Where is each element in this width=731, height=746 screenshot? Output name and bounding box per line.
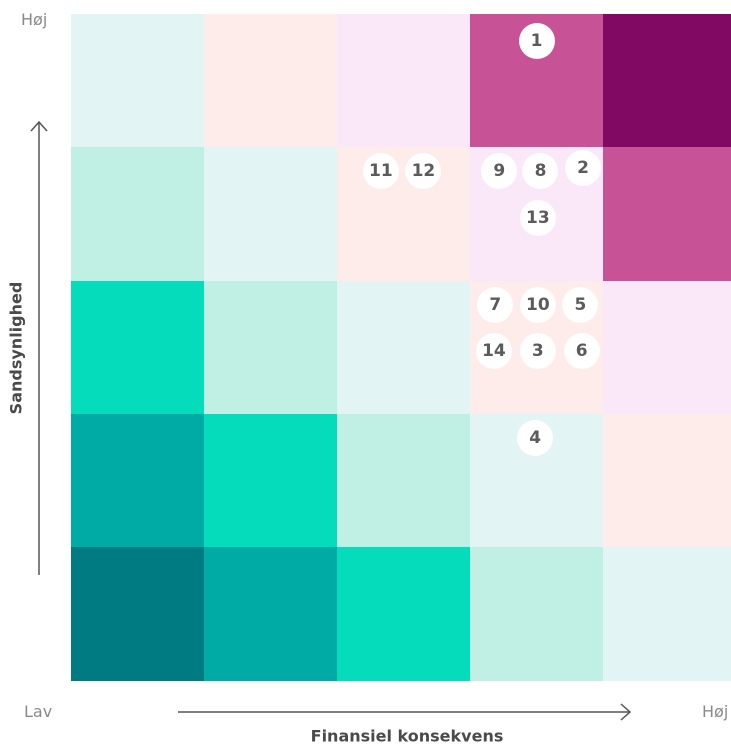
matrix-cell-r5-c5 — [603, 547, 731, 681]
matrix-cell-r3-c2 — [204, 281, 337, 414]
matrix-cell-r1-c1 — [71, 14, 204, 147]
matrix-cell-r1-c3 — [337, 14, 470, 147]
matrix-cell-r5-c2 — [204, 547, 337, 681]
matrix-cell-r2-c3 — [337, 147, 470, 281]
matrix-cell-r4-c2 — [204, 414, 337, 547]
risk-marker-4: 4 — [517, 419, 554, 456]
risk-marker-9: 9 — [481, 153, 518, 190]
matrix-cell-r2-c2 — [204, 147, 337, 281]
y-axis-title: Sandsynlighed — [6, 281, 26, 415]
risk-matrix: 1 11 12 9 8 2 13 7 10 5 14 3 6 4 — [71, 14, 731, 681]
matrix-cell-r5-c1 — [71, 547, 204, 681]
matrix-cell-r2-c5 — [603, 147, 731, 281]
risk-marker-6: 6 — [563, 333, 600, 370]
matrix-cell-r4-c5 — [603, 414, 731, 547]
x-axis-low-label: Lav — [24, 702, 53, 721]
risk-marker-1: 1 — [518, 22, 555, 59]
risk-marker-14: 14 — [475, 333, 512, 370]
matrix-cell-r2-c1 — [71, 147, 204, 281]
matrix-cell-r5-c3 — [337, 547, 470, 681]
risk-marker-7: 7 — [477, 286, 514, 323]
risk-marker-11: 11 — [362, 153, 399, 190]
y-axis-high-label: Høj — [21, 10, 48, 29]
matrix-cell-r3-c3 — [337, 281, 470, 414]
x-axis-title: Finansiel konsekvens — [310, 726, 504, 746]
y-axis-arrow — [30, 120, 48, 575]
risk-marker-5: 5 — [562, 286, 599, 323]
x-axis-arrow — [178, 703, 632, 721]
matrix-cell-r3-c1 — [71, 281, 204, 414]
matrix-cell-r5-c4 — [470, 547, 603, 681]
risk-marker-8: 8 — [522, 153, 559, 190]
matrix-cell-r1-c2 — [204, 14, 337, 147]
risk-marker-2: 2 — [565, 150, 602, 187]
x-axis-high-label: Høj — [702, 702, 729, 721]
matrix-cell-r4-c3 — [337, 414, 470, 547]
risk-marker-10: 10 — [519, 286, 556, 323]
matrix-cell-r3-c5 — [603, 281, 731, 414]
risk-marker-12: 12 — [405, 153, 442, 190]
matrix-cell-r4-c1 — [71, 414, 204, 547]
risk-marker-13: 13 — [519, 200, 556, 237]
matrix-cell-r1-c5 — [603, 14, 731, 147]
risk-marker-3: 3 — [519, 333, 556, 370]
